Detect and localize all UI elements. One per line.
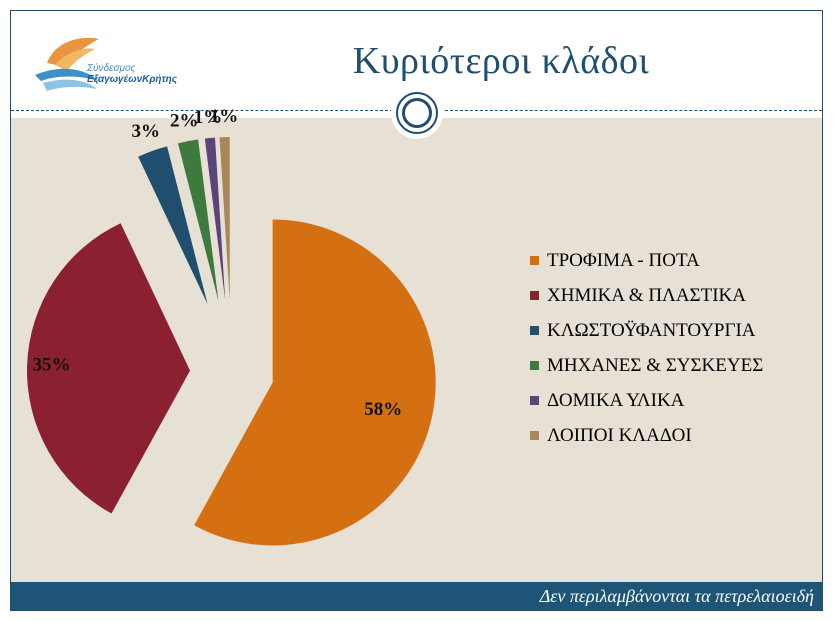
pie-slice: [27, 223, 191, 514]
legend-label: ΛΟΙΠΟΙ ΚΛΑΔΟΙ: [547, 424, 692, 446]
legend-item: ΛΟΙΠΟΙ ΚΛΑΔΟΙ: [530, 418, 763, 453]
legend-item: ΤΡΟΦΙΜΑ - ΠΟΤΑ: [530, 243, 763, 278]
pie-percent-label: 1%: [194, 107, 223, 128]
legend-swatch: [530, 431, 539, 440]
pie-slice: [177, 139, 219, 302]
legend-item: ΔΟΜΙΚΑ ΥΛΙΚΑ: [530, 383, 763, 418]
legend-label: ΔΟΜΙΚΑ ΥΛΙΚΑ: [547, 389, 685, 411]
footer-note: Δεν περιλαμβάνονται τα πετρελαιοειδή: [539, 586, 814, 606]
legend-swatch: [530, 326, 539, 335]
leaf-logo-icon: [35, 37, 99, 91]
legend-item: ΜΗΧΑΝΕΣ & ΣΥΣΚΕΥΕΣ: [530, 348, 763, 383]
slide-title: Κυριότεροι κλάδοι: [352, 40, 650, 82]
circle-ornament-core: [402, 98, 432, 128]
legend-swatch: [530, 256, 539, 265]
legend-item: ΧΗΜΙΚΑ & ΠΛΑΣΤΙΚΑ: [530, 278, 763, 313]
legend-swatch: [530, 361, 539, 370]
pie-slice: [204, 137, 226, 301]
legend-label: ΜΗΧΑΝΕΣ & ΣΥΣΚΕΥΕΣ: [547, 354, 764, 376]
pie-percent-label: 58%: [364, 399, 402, 420]
logo-text-line2: ΕξαγωγέωνΚρήτης: [87, 74, 178, 85]
legend-swatch: [530, 396, 539, 405]
chart-legend: ΤΡΟΦΙΜΑ - ΠΟΤΑ ΧΗΜΙΚΑ & ΠΛΑΣΤΙΚΑ ΚΛΩΣΤΟΫΦΑ…: [530, 243, 763, 453]
pie-slice: [219, 137, 230, 301]
pie-slice: [138, 146, 208, 305]
pie-percent-label: 35%: [33, 355, 71, 376]
logo-text-line1: Σύνδεσμος: [87, 63, 136, 74]
pie-percent-label: 3%: [132, 121, 161, 142]
pie-percent-label: 1%: [210, 106, 239, 127]
pie-percent-label: 2%: [170, 110, 199, 131]
legend-label: ΤΡΟΦΙΜΑ - ΠΟΤΑ: [547, 249, 700, 271]
legend-swatch: [530, 291, 539, 300]
pie-slice: [194, 219, 436, 546]
legend-label: ΚΛΩΣΤΟΫΦΑΝΤΟΥΡΓΙΑ: [547, 319, 756, 341]
footer-bar: Δεν περιλαμβάνονται τα πετρελαιοειδή: [11, 582, 822, 610]
legend-label: ΧΗΜΙΚΑ & ΠΛΑΣΤΙΚΑ: [547, 284, 746, 306]
legend-item: ΚΛΩΣΤΟΫΦΑΝΤΟΥΡΓΙΑ: [530, 313, 763, 348]
logo: Σύνδεσμος ΕξαγωγέωνΚρήτης: [33, 31, 193, 101]
